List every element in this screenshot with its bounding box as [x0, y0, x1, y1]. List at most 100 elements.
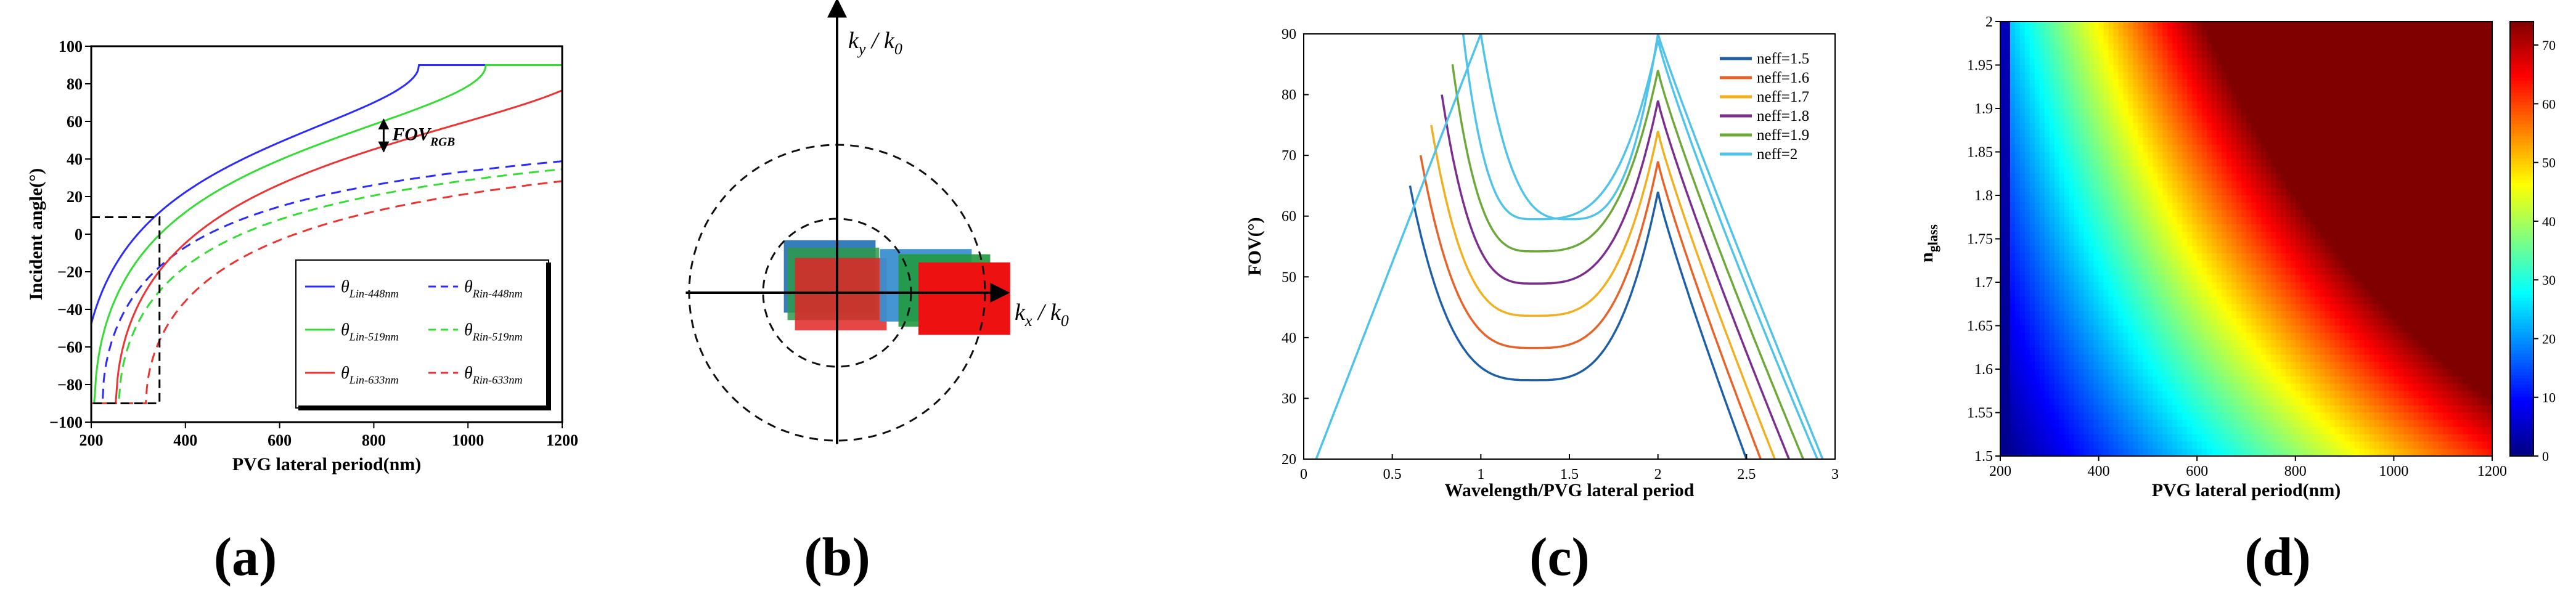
- panel-d-cell: [2083, 22, 2090, 30]
- panel-d-cell: [2123, 115, 2129, 124]
- panel-d-cell: [2019, 318, 2026, 327]
- panel-d-cell: [2054, 383, 2060, 391]
- panel-d-cell: [2005, 94, 2011, 102]
- panel-d-cell: [2255, 449, 2262, 457]
- panel-d-cell: [2014, 369, 2021, 377]
- panel-d-cell: [2192, 137, 2198, 145]
- panel-d-cell: [2024, 383, 2030, 391]
- panel-d-cell: [2344, 318, 2350, 327]
- panel-d-cell: [2246, 282, 2252, 290]
- panel-d-cell: [2059, 108, 2065, 116]
- panel-d-cell: [2280, 405, 2286, 413]
- panel-d-cell: [2369, 43, 2375, 51]
- panel-d-cell: [2197, 43, 2202, 51]
- panel-d-cell: [2034, 130, 2040, 138]
- panel-d-cell: [2344, 195, 2350, 203]
- panel-d-cell: [2029, 347, 2035, 356]
- panel-d-cell: [2369, 398, 2375, 406]
- panel-d-cell: [2049, 304, 2055, 312]
- panel-d-cell: [2029, 72, 2035, 80]
- panel-d-cell: [2275, 57, 2281, 66]
- panel-d-cell: [2379, 441, 2385, 449]
- panel-d-cell: [2143, 51, 2148, 59]
- panel-d-cell: [2270, 130, 2276, 138]
- panel-d-cell: [2148, 137, 2153, 145]
- panel-d-cell: [2177, 101, 2183, 109]
- panel-d-cell: [2123, 224, 2129, 232]
- panel-d-cell: [2153, 434, 2158, 442]
- panel-d-cell: [2374, 166, 2380, 174]
- panel-d-cell: [2369, 325, 2375, 333]
- panel-d-cell: [2280, 137, 2286, 145]
- panel-d-cell: [2280, 354, 2286, 362]
- panel-d-cell: [2133, 260, 2139, 269]
- panel-d-cell: [2369, 282, 2375, 290]
- panel-d-cell: [2024, 398, 2030, 406]
- panel-d-cell: [2285, 94, 2291, 102]
- panel-d-cell: [2202, 217, 2207, 225]
- panel-d-cell: [2349, 304, 2355, 312]
- panel-d-cell: [2251, 427, 2257, 435]
- panel-d-cell: [2320, 202, 2326, 211]
- panel-d-cell: [2255, 398, 2262, 406]
- panel-d-cell: [2359, 137, 2365, 145]
- panel-d-cell: [2103, 325, 2109, 333]
- panel-d-cell: [2212, 173, 2217, 182]
- panel-d-cell: [2039, 159, 2045, 167]
- panel-d-cell: [2064, 311, 2070, 319]
- panel-d-cell: [2074, 210, 2080, 218]
- panel-d-cell: [2285, 391, 2291, 399]
- panel-d-cell: [2265, 376, 2271, 385]
- panel-d-cell: [2054, 318, 2060, 327]
- panel-d-cell: [2010, 376, 2016, 385]
- panel-d-cell: [2265, 123, 2271, 131]
- panel-d-cell: [2275, 333, 2281, 341]
- panel-d-cell: [2300, 94, 2306, 102]
- panel-d-cell: [2133, 188, 2139, 196]
- panel-d-cell: [2325, 173, 2331, 182]
- panel-d-cell: [2241, 267, 2247, 275]
- panel-d-cell: [2217, 267, 2222, 275]
- panel-d-cell: [2255, 267, 2262, 275]
- panel-d-cell: [2123, 210, 2129, 218]
- panel-d-cell: [2108, 253, 2114, 261]
- panel-d-cell: [2236, 22, 2242, 30]
- panel-d-cell: [2344, 202, 2350, 211]
- panel-d-cell: [2113, 202, 2119, 211]
- panel-d-cell: [2010, 130, 2016, 138]
- panel-d-cell: [2187, 275, 2193, 283]
- panel-d-cell: [2162, 282, 2168, 290]
- panel-d-cell: [2222, 195, 2227, 203]
- panel-d-cell: [2118, 260, 2124, 269]
- panel-d-cell: [2280, 449, 2286, 457]
- panel-d-cell: [2098, 108, 2104, 116]
- panel-d-cell: [2113, 318, 2119, 327]
- panel-d-cell: [2349, 144, 2355, 153]
- panel-d-cell: [2123, 108, 2129, 116]
- panel-d-cell: [2113, 253, 2119, 261]
- panel-d-cell: [2222, 369, 2227, 377]
- panel-d-cell: [2329, 296, 2336, 304]
- panel-d-cell: [2162, 130, 2168, 138]
- panel-d-cell: [2265, 246, 2271, 254]
- panel-d-cell: [2231, 152, 2237, 160]
- panel-d-cell: [2315, 311, 2321, 319]
- panel-d-cell: [2349, 427, 2355, 435]
- panel-d-cell: [2364, 22, 2370, 30]
- panel-d-cell: [2010, 427, 2016, 435]
- panel-d-cell: [2246, 376, 2252, 385]
- panel-d-cell: [2275, 383, 2281, 391]
- panel-d-cell: [2197, 152, 2202, 160]
- panel-d-cell: [2108, 362, 2114, 370]
- panel-d-cell: [2280, 108, 2286, 116]
- panel-d-cell: [2310, 347, 2316, 356]
- panel-d-cell: [2177, 296, 2183, 304]
- panel-d-cell: [2280, 304, 2286, 312]
- panel-d-cell: [2192, 173, 2198, 182]
- panel-d-cell: [2354, 159, 2360, 167]
- panel-d-cell: [2329, 217, 2336, 225]
- panel-d-cell: [2054, 130, 2060, 138]
- panel-d-cell: [2157, 94, 2163, 102]
- panel-d-cell: [2344, 72, 2350, 80]
- panel-d-cell: [2344, 260, 2350, 269]
